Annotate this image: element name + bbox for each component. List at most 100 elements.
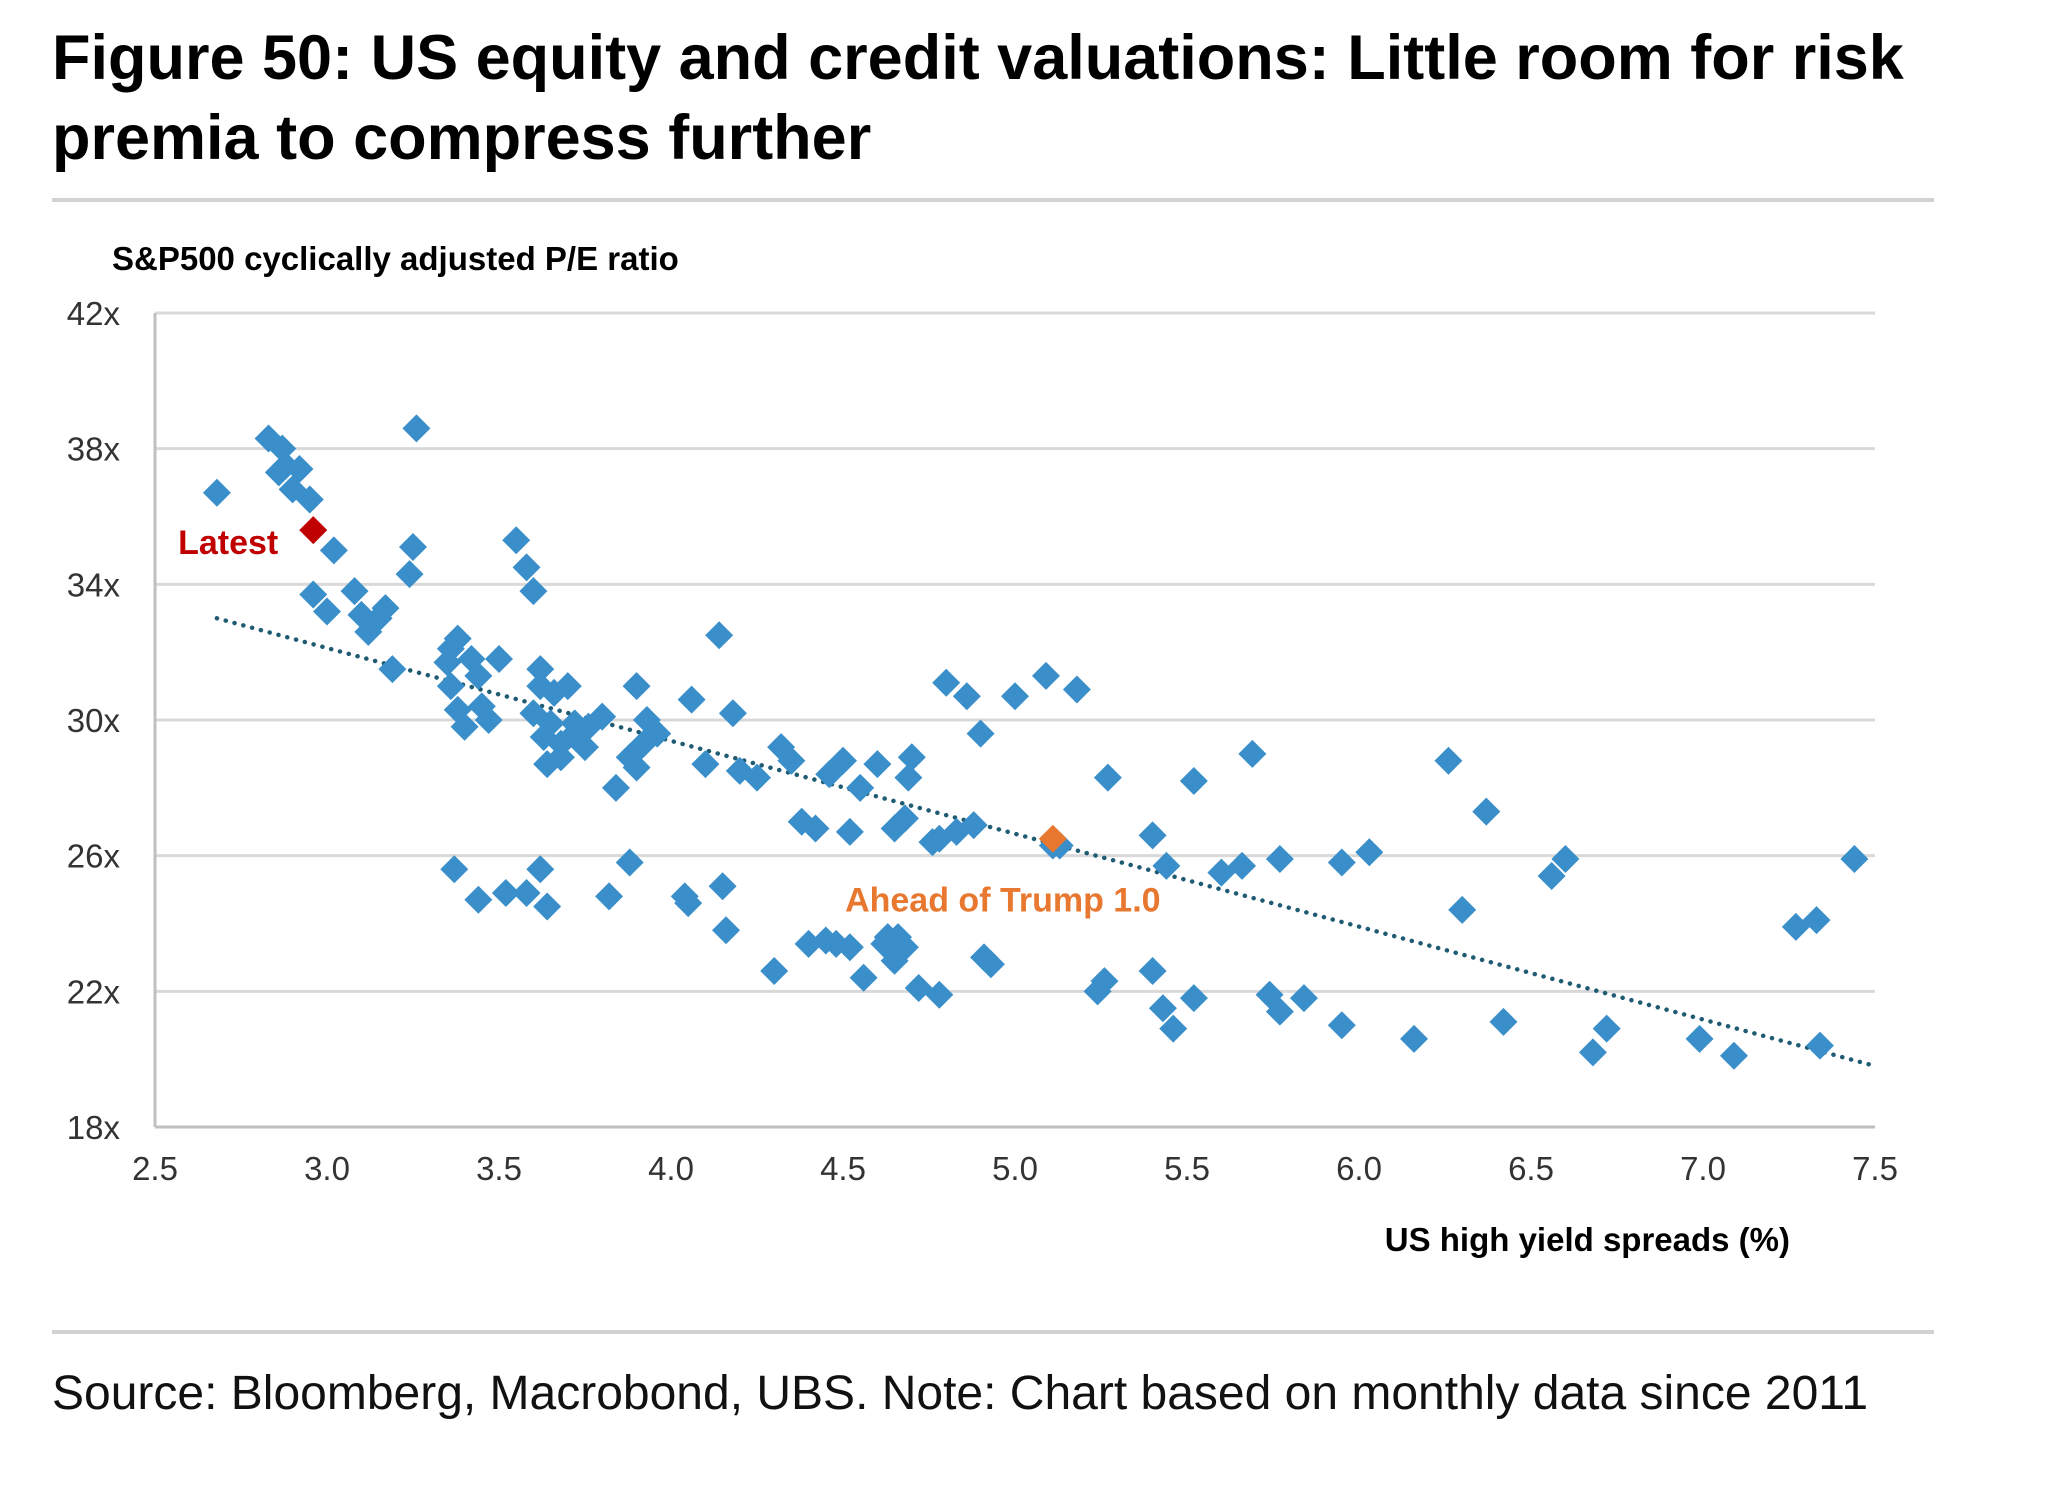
data-point	[846, 773, 875, 802]
data-point	[436, 672, 465, 701]
y-tick-label: 26x	[67, 838, 121, 875]
data-point	[202, 478, 231, 507]
data-point	[1327, 848, 1356, 877]
data-point	[1448, 895, 1477, 924]
data-point	[801, 814, 830, 843]
data-point	[1265, 997, 1294, 1026]
data-point	[1472, 797, 1501, 826]
data-point	[976, 950, 1005, 979]
data-point	[264, 458, 293, 487]
data-point	[835, 817, 864, 846]
data-point	[319, 536, 348, 565]
data-point	[1062, 675, 1091, 704]
data-point	[890, 933, 919, 962]
tick-labels: 18x 22x 26x 30x 34x 38x 42x 2.5 3.0 3.5 4.0 4.5 5.0 5…	[67, 295, 1898, 1187]
latest-annotation: Latest	[178, 524, 278, 562]
x-tick-label: 5.0	[992, 1150, 1038, 1187]
data-point	[571, 733, 599, 762]
data-point	[595, 882, 624, 911]
data-point	[615, 848, 644, 877]
data-point	[519, 577, 548, 606]
data-point	[485, 644, 513, 673]
data-point	[829, 746, 857, 775]
y-tick-label: 18x	[67, 1109, 121, 1146]
data-point	[1840, 845, 1869, 874]
data-point	[1434, 746, 1463, 775]
data-point	[629, 729, 658, 758]
x-tick-label: 7.5	[1852, 1150, 1898, 1187]
latest-point	[299, 516, 328, 545]
data-point	[890, 804, 919, 833]
data-point	[718, 699, 747, 728]
data-point	[1031, 661, 1060, 690]
data-point	[1159, 1014, 1188, 1043]
data-point	[464, 885, 493, 914]
scatter-chart: 18x 22x 26x 30x 34x 38x 42x 2.5 3.0 3.5 4.0 4.5 5.0 5…	[67, 240, 1898, 1258]
data-point	[863, 750, 892, 779]
data-point	[849, 963, 878, 992]
data-point	[433, 648, 462, 677]
data-point	[822, 929, 851, 958]
data-point	[894, 763, 923, 792]
trump-annotation: Ahead of Trump 1.0	[845, 882, 1161, 920]
y-tick-label: 22x	[67, 973, 121, 1010]
data-point	[705, 621, 734, 650]
data-point	[1090, 967, 1119, 996]
y-tick-label: 38x	[67, 431, 121, 468]
y-tick-label: 34x	[67, 566, 121, 603]
source-note: Source: Bloomberg, Macrobond, UBS. Note:…	[52, 1367, 1869, 1420]
data-point	[467, 692, 496, 721]
data-point	[402, 414, 431, 443]
data-point	[1179, 767, 1208, 796]
data-point	[588, 702, 617, 731]
y-tick-label: 30x	[67, 702, 121, 739]
data-point	[622, 753, 651, 782]
bottom-divider	[52, 1330, 1934, 1334]
data-point	[399, 533, 427, 562]
x-tick-label: 4.0	[648, 1150, 694, 1187]
data-point	[897, 743, 926, 772]
data-point	[512, 878, 541, 907]
data-point	[691, 750, 720, 779]
x-tick-label: 7.0	[1680, 1150, 1726, 1187]
data-point	[712, 916, 741, 945]
data-point	[285, 455, 314, 484]
data-point	[512, 553, 541, 582]
x-tick-label: 3.5	[476, 1150, 522, 1187]
data-point	[1289, 984, 1318, 1013]
data-point	[1179, 984, 1208, 1013]
x-tick-label: 6.0	[1336, 1150, 1382, 1187]
data-point	[268, 434, 297, 463]
data-point	[474, 706, 503, 734]
data-point	[1685, 1024, 1714, 1053]
x-tick-label: 4.5	[820, 1150, 866, 1187]
data-point	[354, 617, 383, 646]
data-point	[443, 624, 472, 653]
data-point	[959, 811, 988, 840]
data-point	[1093, 763, 1122, 792]
data-point	[1578, 1038, 1607, 1067]
x-axis-title: US high yield spreads (%)	[1385, 1221, 1790, 1258]
data-point	[1355, 838, 1384, 867]
data-point	[526, 655, 555, 684]
data-point	[371, 594, 400, 623]
data-point	[1265, 845, 1294, 874]
data-point	[677, 685, 706, 714]
data-point	[743, 763, 771, 792]
grid-lines	[155, 311, 1875, 993]
top-divider	[52, 198, 1934, 202]
data-point	[536, 709, 565, 738]
data-point	[553, 672, 582, 701]
data-point	[925, 980, 954, 1009]
data-point	[1805, 1031, 1834, 1060]
data-point	[340, 577, 369, 606]
data-point	[708, 872, 737, 901]
y-tick-label: 42x	[67, 295, 121, 332]
x-tick-label: 3.0	[304, 1150, 350, 1187]
data-point	[674, 889, 703, 918]
x-tick-label: 5.5	[1164, 1150, 1210, 1187]
data-point	[1228, 851, 1257, 880]
data-point	[395, 560, 424, 589]
data-point	[1400, 1024, 1429, 1053]
data-point	[777, 746, 806, 775]
